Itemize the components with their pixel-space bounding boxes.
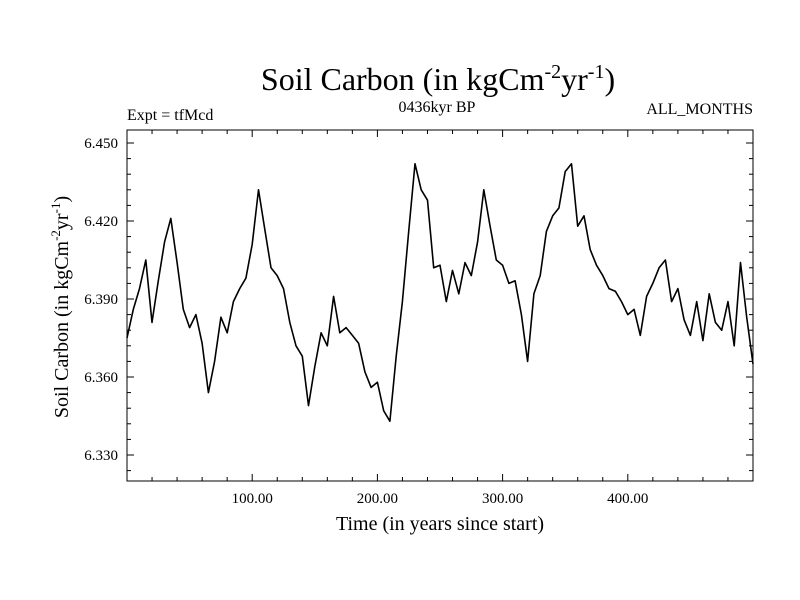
subtitle-center: 0436kyr BP: [399, 99, 476, 116]
x-axis-label: Time (in years since start): [336, 513, 544, 535]
y-tick-label: 6.420: [84, 214, 118, 230]
x-tick-label: 100.00: [232, 491, 273, 507]
y-axis-label: Soil Carbon (in kgCm-2yr-1): [48, 196, 73, 418]
subtitle-left: Expt = tfMcd: [127, 107, 213, 124]
y-tick-label: 6.390: [84, 292, 118, 308]
plot-frame: [126, 129, 754, 482]
x-tick-label: 300.00: [482, 491, 523, 507]
y-tick-label: 6.360: [84, 370, 118, 386]
series-line-soil-carbon: [126, 163, 754, 423]
y-tick-label: 6.450: [84, 136, 118, 152]
x-tick-label: 400.00: [607, 491, 648, 507]
subtitle-right: ALL_MONTHS: [646, 101, 753, 118]
y-tick-label: 6.330: [84, 448, 118, 464]
x-tick-label: 200.00: [357, 491, 398, 507]
chart-title: Soil Carbon (in kgCm-2yr-1): [261, 61, 615, 97]
axis-ticks: 100.00 200.00 300.00 400.00 6.330 6.360 6.390 6…: [84, 130, 753, 507]
